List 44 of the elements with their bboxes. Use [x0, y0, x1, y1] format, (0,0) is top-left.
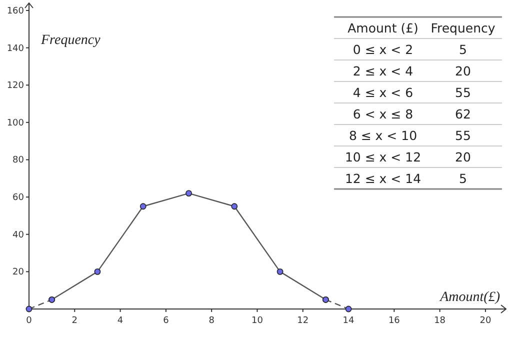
annotation: Amount (£)	[348, 20, 418, 36]
x-tick-label: 10	[252, 316, 264, 326]
x-tick-label: 20	[480, 316, 492, 326]
point	[94, 268, 101, 275]
y-tick-label: 40	[12, 230, 24, 240]
point	[231, 203, 238, 210]
y-tick-label: 120	[6, 81, 24, 92]
y-tick-label: 80	[12, 156, 24, 166]
category-label: 2 ≤ x < 4	[352, 64, 414, 78]
y-tick-label: 100	[6, 118, 24, 128]
y-tick-label: 60	[12, 193, 24, 204]
data-label: 20	[455, 64, 471, 78]
category-label: 8 ≤ x < 10	[348, 128, 418, 143]
x-tick-label: 14	[342, 316, 355, 326]
annotation: Frequency	[430, 20, 496, 36]
y-axis-title: Frequency	[40, 33, 102, 48]
y-tick-label: 140	[6, 44, 24, 54]
x-tick-label: 18	[434, 316, 446, 326]
x-tick-label: 4	[117, 316, 124, 326]
point	[345, 306, 352, 312]
y-tick-label: 20	[12, 268, 24, 278]
point	[26, 306, 32, 312]
data-label: 55	[455, 128, 471, 143]
x-axis-title: Amount(£)	[439, 290, 500, 305]
point	[276, 268, 284, 275]
x-tick-label: 2	[72, 316, 78, 326]
x-tick-label: 0	[26, 316, 32, 326]
category-label: 10 ≤ x < 12	[344, 150, 422, 164]
category-label: 12 ≤ x < 14	[344, 171, 422, 186]
point	[140, 203, 146, 210]
category-label: 0 ≤ x < 2	[352, 42, 414, 57]
x-tick-label: 8	[208, 316, 215, 326]
data-label: 20	[455, 150, 471, 164]
data-label: 55	[455, 85, 471, 100]
data-label: 62	[455, 106, 471, 122]
point	[186, 190, 192, 197]
x-tick-label: 12	[297, 316, 309, 326]
data-label: 5	[459, 171, 467, 186]
x-tick-label: 16	[388, 316, 400, 326]
data-label: 5	[459, 42, 467, 57]
category-label: 4 ≤ x < 6	[352, 85, 414, 100]
category-label: 6 < x ≤ 8	[352, 106, 414, 122]
y-tick-label: 160	[6, 6, 24, 16]
x-tick-label: 6	[163, 316, 170, 326]
